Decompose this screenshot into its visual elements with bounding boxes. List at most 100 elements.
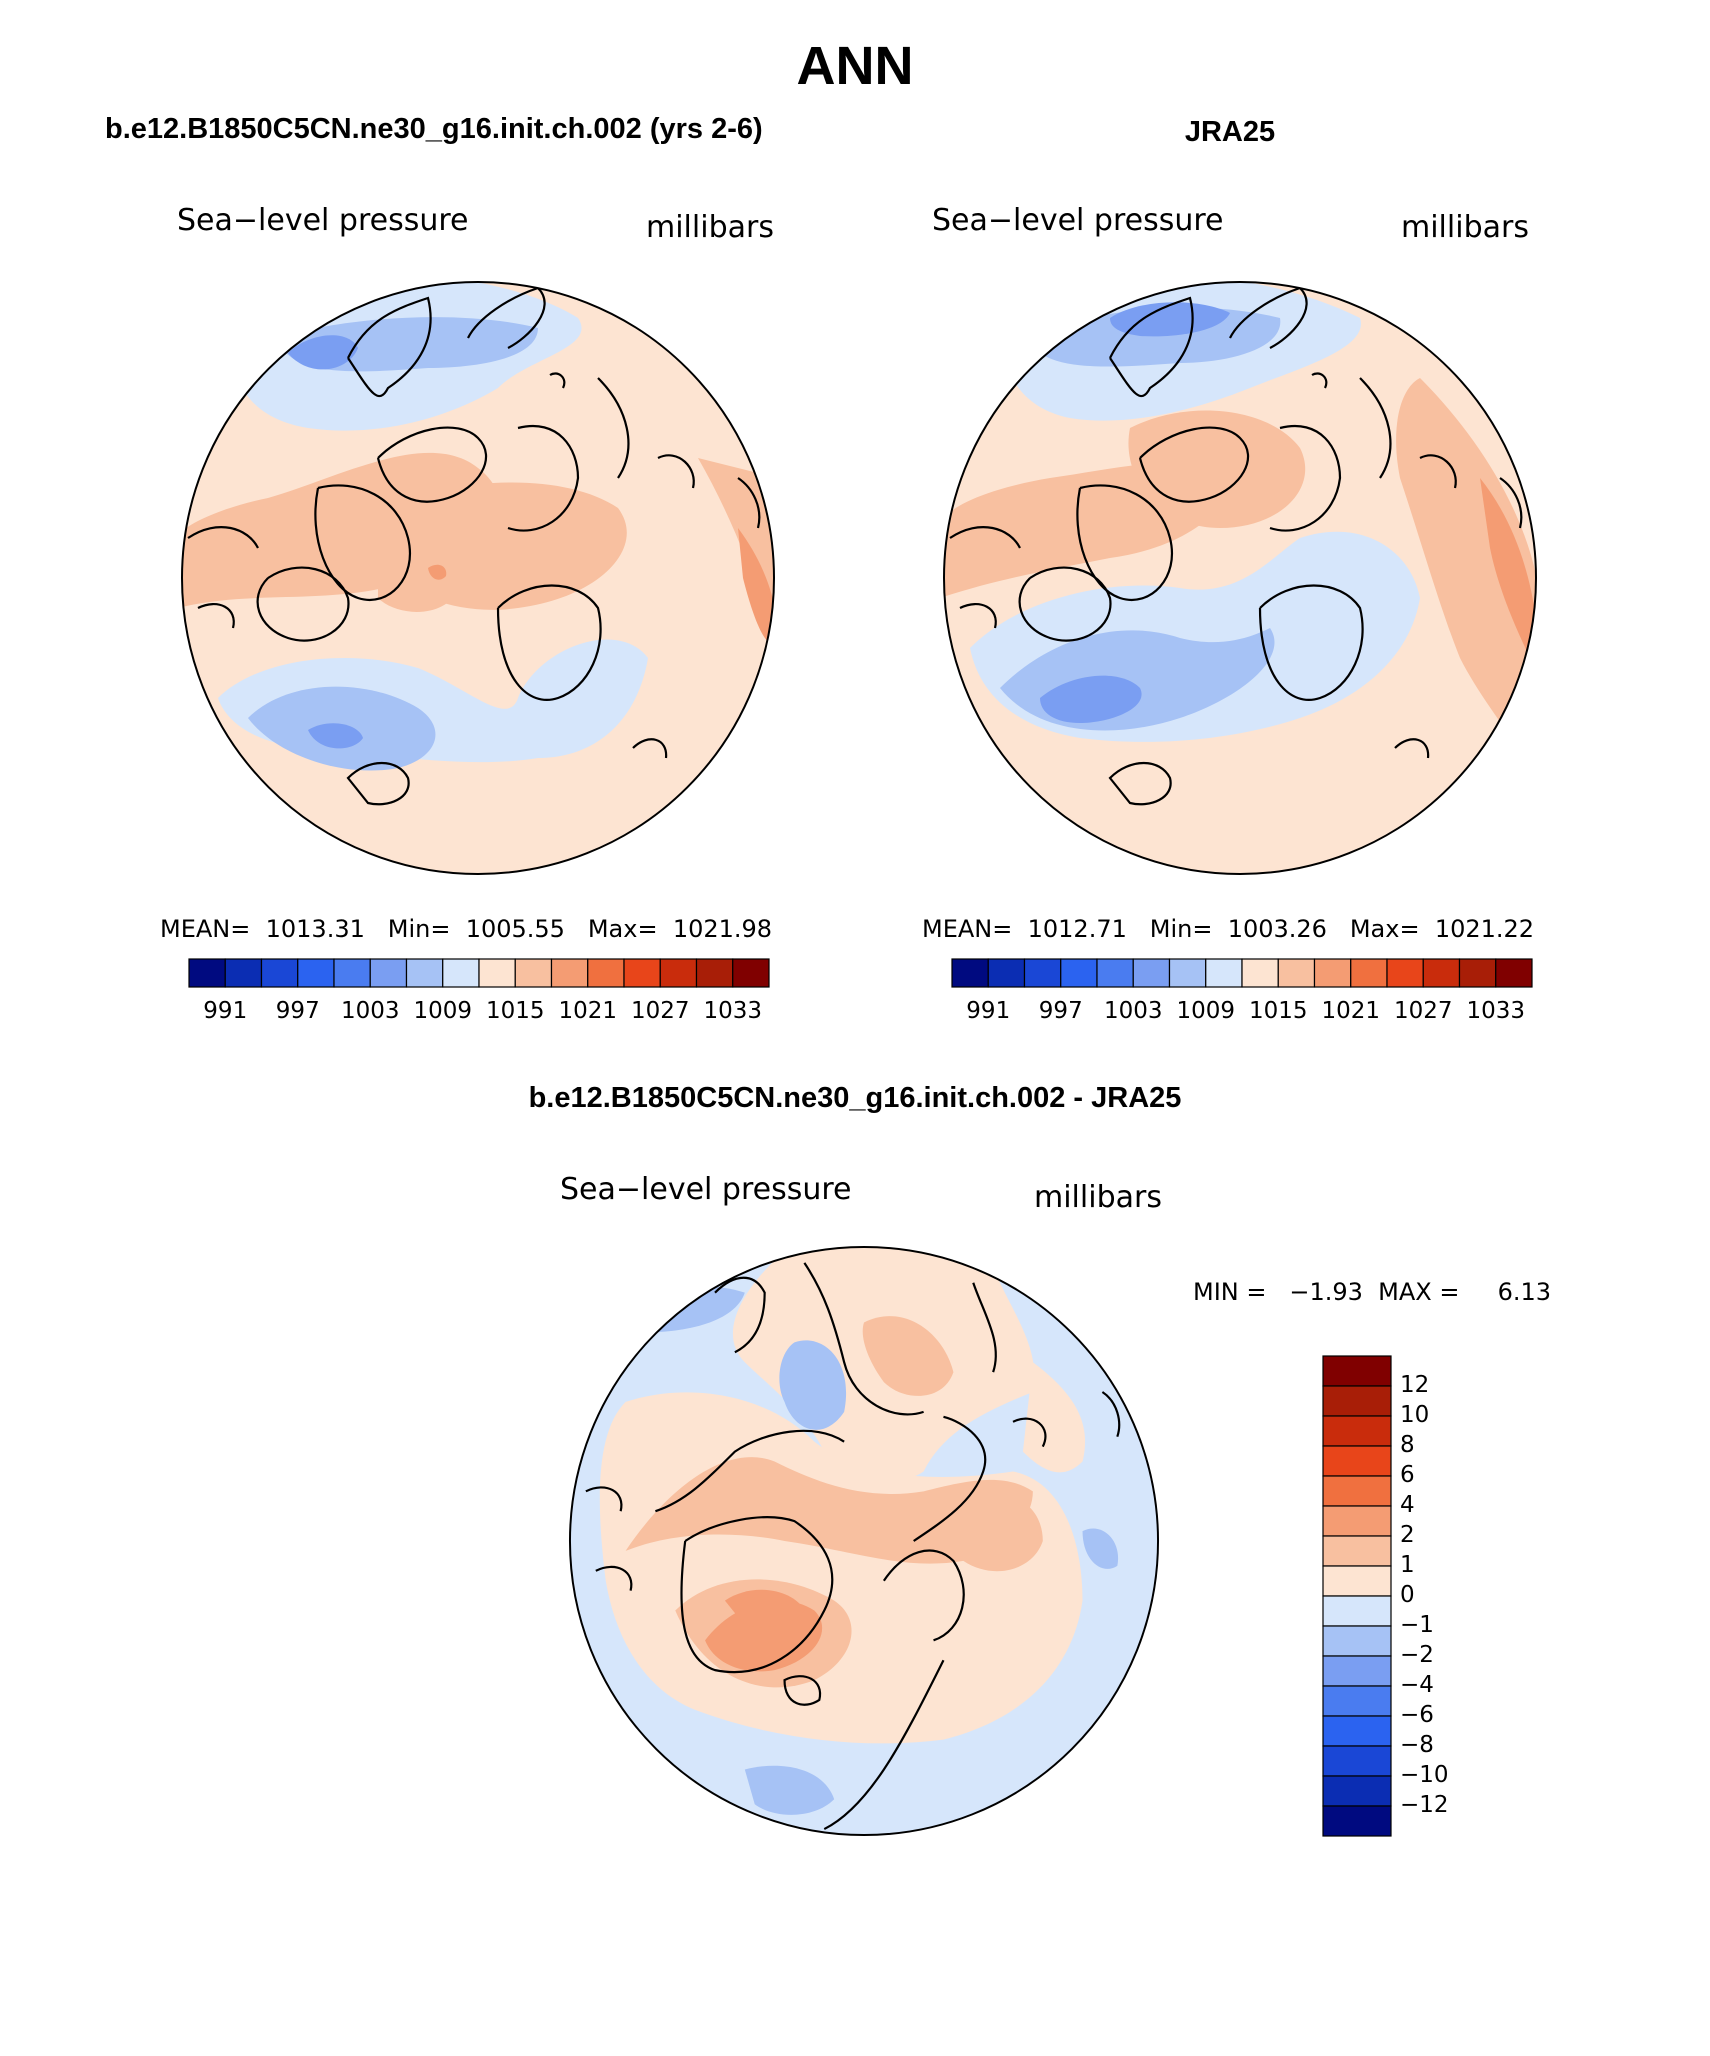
colorbar-swatch xyxy=(333,958,371,988)
colorbar-swatch xyxy=(1313,958,1352,988)
colorbar-swatch xyxy=(1132,958,1171,988)
diff-panel-header: b.e12.B1850C5CN.ne30_g16.init.ch.002 - J… xyxy=(528,1082,1182,1114)
colorbar-tick-label: 1027 xyxy=(630,998,690,1024)
colorbar-tick-label: 2 xyxy=(1400,1522,1415,1548)
colorbar-swatch xyxy=(260,958,299,988)
model-variable-label: Sea−level pressure xyxy=(177,203,469,238)
colorbar-swatch xyxy=(1322,1535,1392,1567)
colorbar-swatch xyxy=(369,958,408,988)
colorbar-swatch xyxy=(951,958,989,988)
obs-units-label: millibars xyxy=(1401,210,1529,245)
colorbar-swatch xyxy=(1322,1565,1392,1597)
colorbar-swatch xyxy=(224,958,263,988)
colorbar-swatch xyxy=(1322,1505,1392,1537)
colorbar-tick-label: 1015 xyxy=(1248,998,1308,1024)
colorbar-tick-label: 1003 xyxy=(340,998,400,1024)
colorbar-swatch xyxy=(1495,958,1533,988)
colorbar-tick-label: 12 xyxy=(1400,1372,1430,1398)
colorbar-swatch xyxy=(695,958,734,988)
obs-variable-label: Sea−level pressure xyxy=(932,203,1224,238)
colorbar-tick-label: −2 xyxy=(1400,1642,1434,1668)
colorbar-tick-label: 991 xyxy=(203,998,248,1024)
figure-title: ANN xyxy=(796,36,914,96)
colorbar-swatch xyxy=(1322,1655,1392,1687)
colorbar-tick-label: 1033 xyxy=(1466,998,1526,1024)
colorbar-swatch xyxy=(732,958,770,988)
model-polar-map xyxy=(181,281,775,875)
model-units-label: millibars xyxy=(646,210,774,245)
colorbar-swatch xyxy=(1096,958,1134,988)
colorbar-tick-label: 1003 xyxy=(1103,998,1163,1024)
obs-polar-map xyxy=(943,281,1537,875)
colorbar-tick-label: −8 xyxy=(1400,1732,1434,1758)
diff-polar-map xyxy=(568,1245,1160,1837)
colorbar-swatch xyxy=(623,958,661,988)
colorbar-swatch xyxy=(442,958,480,988)
colorbar-tick-label: −4 xyxy=(1400,1672,1434,1698)
colorbar-tick-label: −10 xyxy=(1400,1762,1449,1788)
colorbar-swatch xyxy=(1422,958,1461,988)
colorbar-swatch xyxy=(1241,958,1279,988)
diff-variable-label: Sea−level pressure xyxy=(560,1172,852,1207)
colorbar-swatch xyxy=(1386,958,1424,988)
colorbar-tick-label: 991 xyxy=(966,998,1011,1024)
colorbar-tick-label: 1021 xyxy=(558,998,618,1024)
colorbar-swatch xyxy=(550,958,589,988)
colorbar-tick-label: 10 xyxy=(1400,1402,1430,1428)
colorbar-swatch xyxy=(587,958,625,988)
colorbar-swatch xyxy=(1322,1595,1392,1627)
obs-colorbar xyxy=(951,958,1533,988)
colorbar-tick-label: 0 xyxy=(1400,1582,1415,1608)
obs-colorbar-ticks: 991 997 1003 1009 1015 1021 1027 1033 xyxy=(951,998,1533,1028)
colorbar-swatch xyxy=(1322,1475,1392,1507)
colorbar-swatch xyxy=(1322,1625,1392,1657)
diff-colorbar xyxy=(1322,1355,1392,1837)
colorbar-tick-label: 8 xyxy=(1400,1432,1415,1458)
colorbar-swatch xyxy=(297,958,335,988)
diff-colorbar-ticks: 12 10 8 6 4 2 1 0 −1 −2 −4 −6 −8 −10 −12 xyxy=(1400,1355,1520,1837)
colorbar-tick-label: 1009 xyxy=(1176,998,1236,1024)
colorbar-swatch xyxy=(1060,958,1098,988)
colorbar-tick-label: 1009 xyxy=(413,998,473,1024)
colorbar-swatch xyxy=(1322,1415,1392,1447)
colorbar-swatch xyxy=(1322,1385,1392,1417)
colorbar-tick-label: 1021 xyxy=(1321,998,1381,1024)
colorbar-swatch xyxy=(1168,958,1207,988)
colorbar-swatch xyxy=(1350,958,1388,988)
colorbar-tick-label: 4 xyxy=(1400,1492,1415,1518)
colorbar-swatch xyxy=(188,958,226,988)
colorbar-swatch xyxy=(1205,958,1243,988)
colorbar-swatch xyxy=(1322,1685,1392,1717)
colorbar-tick-label: −6 xyxy=(1400,1702,1434,1728)
colorbar-tick-label: −12 xyxy=(1400,1792,1449,1818)
colorbar-swatch xyxy=(1322,1745,1392,1777)
colorbar-tick-label: 6 xyxy=(1400,1462,1415,1488)
colorbar-swatch xyxy=(1322,1355,1392,1387)
colorbar-swatch xyxy=(659,958,698,988)
colorbar-tick-label: 1027 xyxy=(1393,998,1453,1024)
colorbar-swatch xyxy=(1023,958,1062,988)
colorbar-swatch xyxy=(405,958,444,988)
colorbar-swatch xyxy=(1458,958,1497,988)
model-colorbar-ticks: 991 997 1003 1009 1015 1021 1027 1033 xyxy=(188,998,770,1028)
diff-units-label: millibars xyxy=(1034,1180,1162,1215)
colorbar-swatch xyxy=(1322,1805,1392,1837)
colorbar-swatch xyxy=(1277,958,1316,988)
colorbar-swatch xyxy=(514,958,553,988)
colorbar-tick-label: 997 xyxy=(275,998,320,1024)
obs-stats: MEAN= 1012.71 Min= 1003.26 Max= 1021.22 xyxy=(922,915,1535,943)
model-panel-header: b.e12.B1850C5CN.ne30_g16.init.ch.002 (yr… xyxy=(105,113,763,145)
colorbar-tick-label: 997 xyxy=(1038,998,1083,1024)
colorbar-tick-label: 1 xyxy=(1400,1552,1415,1578)
colorbar-swatch xyxy=(1322,1775,1392,1807)
colorbar-tick-label: −1 xyxy=(1400,1612,1434,1638)
colorbar-tick-label: 1015 xyxy=(485,998,545,1024)
colorbar-swatch xyxy=(987,958,1026,988)
model-stats: MEAN= 1013.31 Min= 1005.55 Max= 1021.98 xyxy=(160,915,773,943)
colorbar-swatch xyxy=(1322,1715,1392,1747)
diff-minmax: MIN = −1.93 MAX = 6.13 xyxy=(1193,1278,1552,1306)
colorbar-swatch xyxy=(478,958,516,988)
colorbar-tick-label: 1033 xyxy=(703,998,763,1024)
colorbar-swatch xyxy=(1322,1445,1392,1477)
obs-panel-header: JRA25 xyxy=(1184,116,1276,148)
